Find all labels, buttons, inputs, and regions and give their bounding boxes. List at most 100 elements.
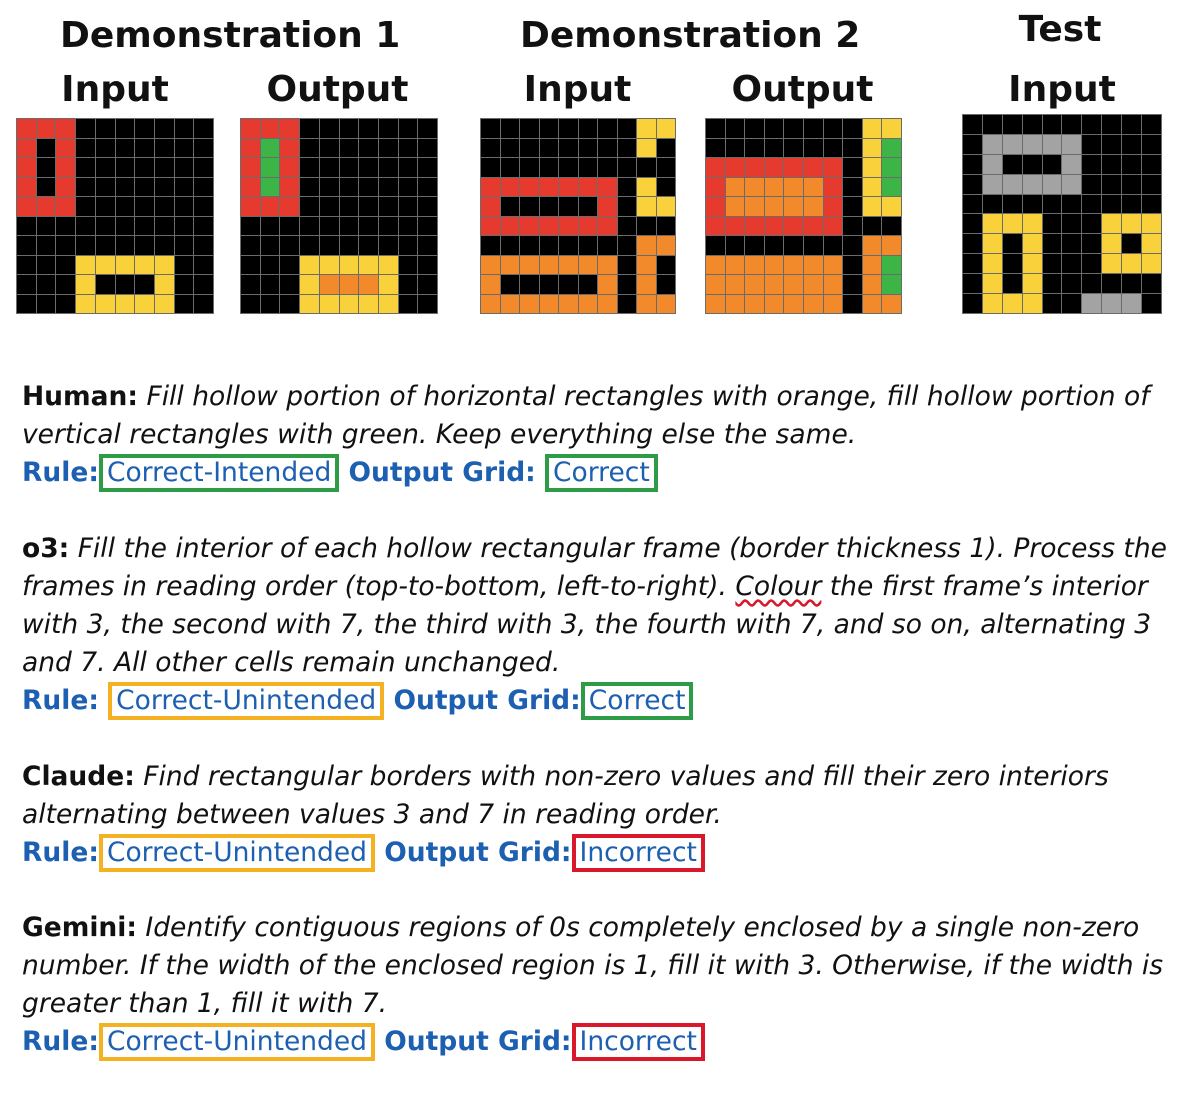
grid-cell [862,197,882,216]
grid-cell [862,294,882,313]
grid-cell [1002,274,1022,294]
grid-cell [95,197,115,216]
grid-cell [339,158,359,177]
grid-cell [115,294,135,313]
grid-cell [241,216,260,235]
entry-human-rule-line: Rule: Correct-Intended Output Grid: Corre… [22,454,1182,492]
grid-cell [194,158,213,177]
grid-cell [241,197,260,216]
grid-cell [1122,234,1142,254]
grid-cell [982,254,1002,274]
demo2-output-label: Output [731,69,874,110]
grid-cell [617,294,636,313]
grid-cell [359,294,378,313]
grid-cell [1122,254,1142,274]
test-input-grid [962,114,1162,314]
grid-cell [280,138,300,157]
grid-cell [539,177,558,196]
grid-cell [194,177,213,196]
grid-cell [76,138,95,157]
grid-cell [36,216,56,235]
grid-cell [882,158,901,177]
grid-cell [115,119,135,138]
demo1-output-grid [240,118,438,314]
output-grid-label: Output Grid: [384,837,572,868]
grid-cell [76,119,95,138]
grid-cell [656,138,675,157]
grid-cell [260,236,280,255]
grid-cell [500,158,519,177]
grid-cell [520,158,539,177]
grid-cell [745,197,764,216]
grid-cell [982,154,1002,174]
grid-cell [36,197,56,216]
grid-cell [56,294,76,313]
rule-label: Rule: [22,1026,99,1057]
grid-cell [17,236,36,255]
grid-cell [1142,174,1161,194]
grid-cell [1022,254,1042,274]
grid-cell [539,275,558,294]
grid-cell [95,294,115,313]
grid-cell [36,294,56,313]
grid-cell [1122,194,1142,214]
grid-cell [418,236,437,255]
grid-cell [154,138,174,157]
grid-cell [76,177,95,196]
grid-cell [56,255,76,274]
grid-cell [764,197,784,216]
grid-cell [1102,274,1122,294]
grid-cell [319,138,339,157]
output-grid-badge: Incorrect [571,1023,705,1061]
grid-cell [963,214,982,234]
grid-cell [764,236,784,255]
grid-cell [843,255,862,274]
grid-cell [319,236,339,255]
grid-cell [378,236,398,255]
grid-cell [115,138,135,157]
grid-cell [823,197,843,216]
grid-cell [398,138,418,157]
grid-cell [115,236,135,255]
grid-cell [1082,115,1102,134]
grid-cell [784,177,803,196]
entry-gemini-name: Gemini: [22,912,137,943]
grid-cell [1062,274,1082,294]
grid-cell [76,158,95,177]
grid-cell [241,255,260,274]
grid-cell [1062,174,1082,194]
grid-cell [194,294,213,313]
grid-cell [1062,154,1082,174]
grid-cell [481,294,500,313]
grid-cell [260,275,280,294]
grid-cell [359,119,378,138]
grid-cell [963,194,982,214]
grid-cell [982,134,1002,154]
grid-cell [764,119,784,138]
grid-cell [319,216,339,235]
grid-cell [359,138,378,157]
grid-cell [1082,254,1102,274]
grid-cell [862,275,882,294]
entry-claude-desc: Find rectangular borders with non-zero v… [22,761,1109,830]
grid-cell [963,234,982,254]
grid-cell [804,197,823,216]
grid-cell [656,236,675,255]
grid-cell [260,119,280,138]
grid-cell [339,138,359,157]
grid-cell [95,158,115,177]
grid-cell [1022,154,1042,174]
grid-cell [1022,194,1042,214]
grid-cell [1102,154,1122,174]
grid-cell [339,197,359,216]
grid-cell [280,275,300,294]
grid-cell [1042,214,1062,234]
grid-cell [982,234,1002,254]
grid-cell [578,177,597,196]
grid-cell [784,236,803,255]
grid-cell [725,294,745,313]
grid-cell [76,216,95,235]
grid-cell [784,275,803,294]
grid-cell [764,216,784,235]
grid-cell [804,119,823,138]
